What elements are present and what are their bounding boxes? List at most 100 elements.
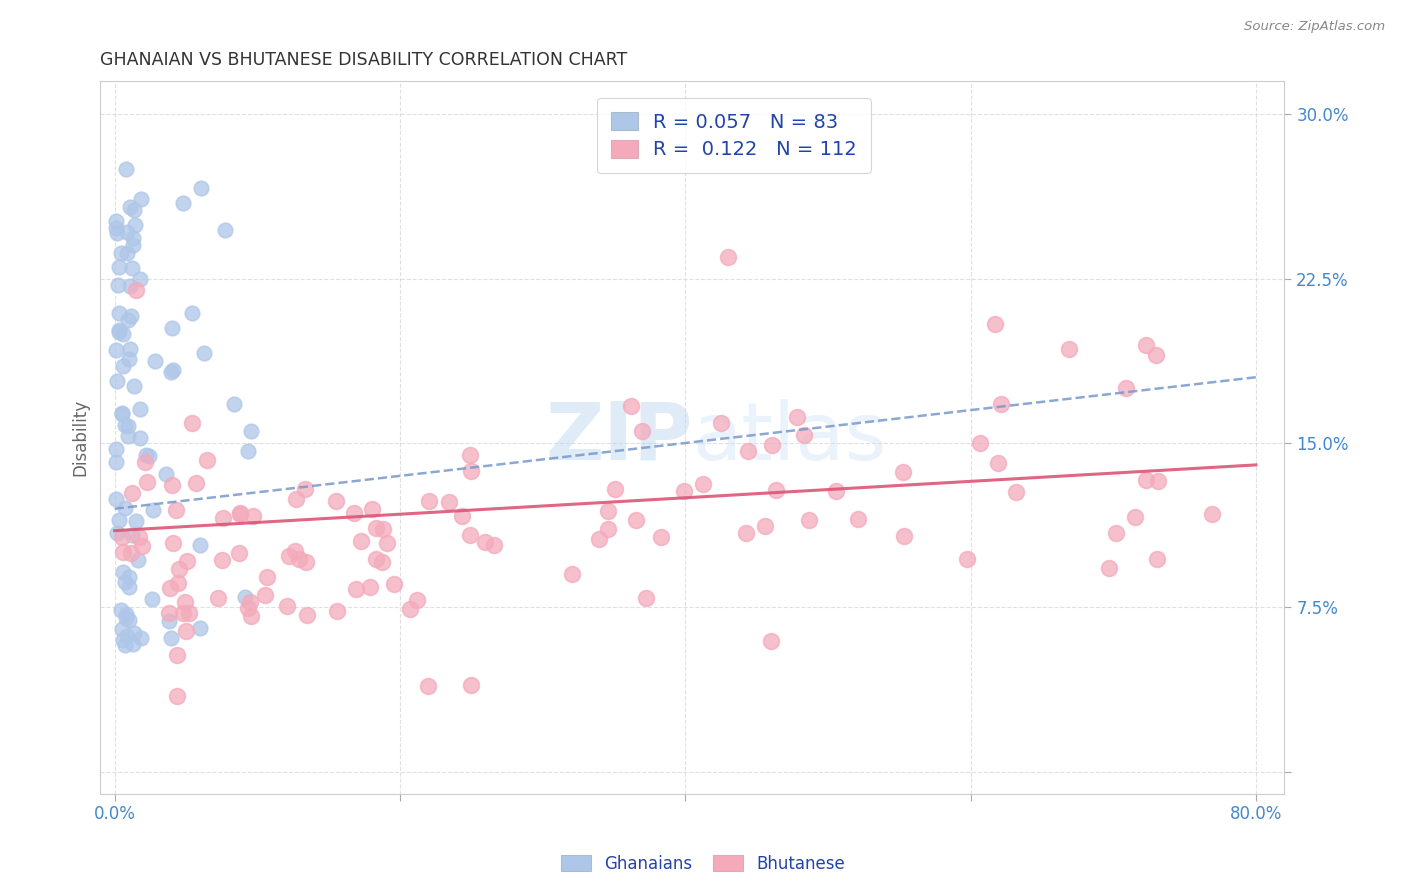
Point xyxy=(129,271,152,285)
Point xyxy=(416,679,439,693)
Point xyxy=(120,278,142,293)
Point xyxy=(239,595,262,609)
Point xyxy=(166,690,188,704)
Point xyxy=(184,475,207,490)
Point xyxy=(240,609,263,624)
Point xyxy=(142,503,165,517)
Point xyxy=(1135,338,1157,352)
Point xyxy=(458,448,481,462)
Point xyxy=(105,343,128,357)
Point xyxy=(105,214,128,228)
Point xyxy=(222,397,245,411)
Point xyxy=(136,475,159,489)
Legend: Ghanaians, Bhutanese: Ghanaians, Bhutanese xyxy=(554,848,852,880)
Point xyxy=(179,606,201,620)
Point xyxy=(734,526,756,541)
Point xyxy=(115,225,138,239)
Point xyxy=(188,538,211,552)
Point xyxy=(458,527,481,541)
Point xyxy=(284,543,307,558)
Point xyxy=(278,549,301,563)
Point xyxy=(382,577,405,591)
Point xyxy=(406,593,429,607)
Point xyxy=(793,428,815,442)
Point xyxy=(893,465,915,479)
Point xyxy=(159,581,181,595)
Point xyxy=(672,484,695,499)
Point xyxy=(115,607,138,622)
Point xyxy=(114,417,136,432)
Point xyxy=(114,638,136,652)
Point xyxy=(1144,348,1167,362)
Point xyxy=(605,482,627,496)
Point xyxy=(107,525,129,540)
Point xyxy=(129,631,152,645)
Point xyxy=(167,562,190,576)
Point xyxy=(180,417,202,431)
Point xyxy=(121,260,143,275)
Point xyxy=(460,464,482,478)
Point xyxy=(236,444,259,458)
Point xyxy=(122,379,145,393)
Point xyxy=(295,608,318,623)
Point xyxy=(127,553,149,567)
Point xyxy=(1146,552,1168,566)
Point xyxy=(117,418,139,433)
Point xyxy=(120,200,142,214)
Point xyxy=(437,495,460,509)
Point xyxy=(624,512,647,526)
Point xyxy=(969,436,991,450)
Point xyxy=(214,223,236,237)
Point xyxy=(207,591,229,606)
Point xyxy=(115,246,138,260)
Point xyxy=(120,309,142,323)
Point xyxy=(765,483,787,498)
Point xyxy=(111,407,134,421)
Point xyxy=(111,622,134,636)
Point xyxy=(254,589,277,603)
Point xyxy=(1005,484,1028,499)
Point xyxy=(157,606,180,620)
Point xyxy=(105,442,128,456)
Point xyxy=(636,591,658,606)
Text: atlas: atlas xyxy=(692,399,887,476)
Point xyxy=(451,508,474,523)
Point xyxy=(143,353,166,368)
Point xyxy=(1201,508,1223,522)
Point xyxy=(588,532,610,546)
Point xyxy=(596,522,619,536)
Point xyxy=(105,226,128,240)
Point xyxy=(236,601,259,615)
Point xyxy=(138,449,160,463)
Point xyxy=(474,535,496,549)
Point xyxy=(1098,561,1121,575)
Point xyxy=(121,230,143,244)
Point xyxy=(141,591,163,606)
Point xyxy=(955,552,977,566)
Point xyxy=(786,410,808,425)
Point xyxy=(366,552,388,566)
Point xyxy=(288,551,311,566)
Point xyxy=(108,323,131,337)
Point xyxy=(212,511,235,525)
Point xyxy=(399,602,422,616)
Point xyxy=(131,193,153,207)
Y-axis label: Disability: Disability xyxy=(72,399,89,476)
Point xyxy=(112,633,135,648)
Point xyxy=(737,443,759,458)
Point xyxy=(118,613,141,627)
Point xyxy=(364,521,387,535)
Point xyxy=(124,218,146,232)
Point xyxy=(129,401,152,416)
Point xyxy=(371,555,394,569)
Legend: R = 0.057   N = 83, R =  0.122   N = 112: R = 0.057 N = 83, R = 0.122 N = 112 xyxy=(598,98,870,173)
Point xyxy=(846,512,869,526)
Point xyxy=(107,306,129,320)
Point xyxy=(229,508,252,522)
Point xyxy=(110,603,132,617)
Point xyxy=(344,582,367,596)
Point xyxy=(122,637,145,651)
Point xyxy=(482,538,505,552)
Point xyxy=(118,351,141,366)
Point xyxy=(135,448,157,462)
